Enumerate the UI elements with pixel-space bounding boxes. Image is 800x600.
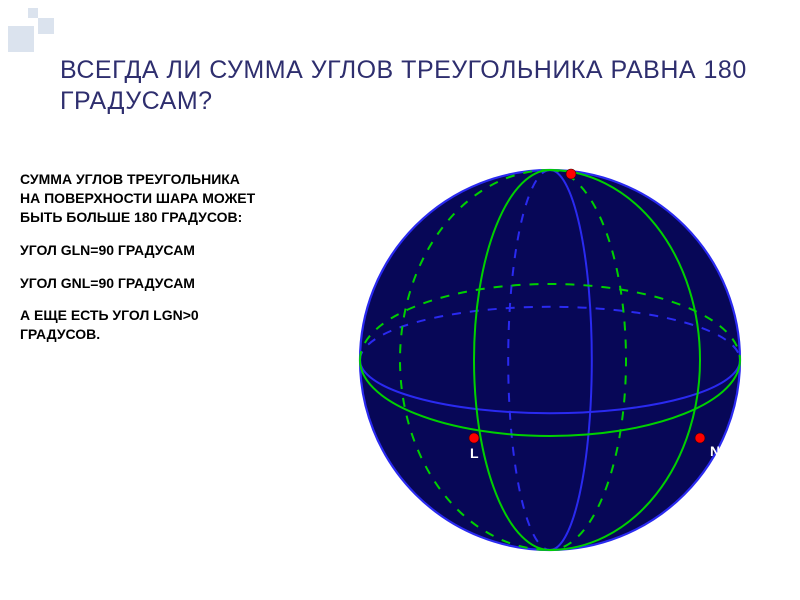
deco-square <box>8 26 34 52</box>
body-text: СУММА УГЛОВ ТРЕУГОЛЬНИКА НА ПОВЕРХНОСТИ … <box>20 170 260 358</box>
paragraph: А ЕЩЕ ЕСТЬ УГОЛ LGN>0 ГРАДУСОВ. <box>20 306 260 344</box>
paragraph: УГОЛ GNL=90 ГРАДУСАМ <box>20 274 260 293</box>
paragraph: СУММА УГЛОВ ТРЕУГОЛЬНИКА НА ПОВЕРХНОСТИ … <box>20 170 260 227</box>
svg-text:G: G <box>567 151 578 167</box>
deco-square <box>38 18 54 34</box>
sphere-svg: G L N <box>330 140 770 580</box>
page-title: ВСЕГДА ЛИ СУММА УГЛОВ ТРЕУГОЛЬНИКА РАВНА… <box>60 55 770 118</box>
sphere-diagram: G L N <box>330 140 770 580</box>
svg-text:L: L <box>470 445 479 461</box>
svg-text:N: N <box>710 443 720 459</box>
deco-square <box>28 8 38 18</box>
paragraph: УГОЛ GLN=90 ГРАДУСАМ <box>20 241 260 260</box>
corner-decoration <box>8 8 78 48</box>
